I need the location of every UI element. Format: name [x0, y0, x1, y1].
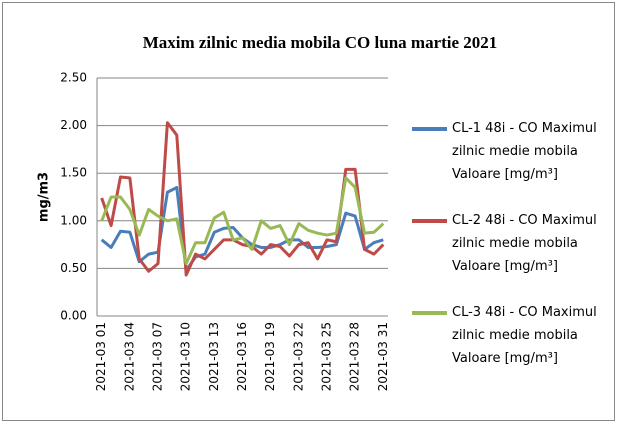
x-tick-label: 2021-03 16 [235, 322, 249, 391]
y-tick-label: 2.50 [60, 71, 87, 85]
legend-label: CL-1 48i - CO Maximul zilnic medie mobil… [452, 121, 597, 182]
y-tick-label: 1.50 [60, 166, 87, 180]
legend-label: CL-3 48i - CO Maximul zilnic medie mobil… [452, 305, 597, 366]
legend-label: CL-2 48i - CO Maximul zilnic medie mobil… [452, 213, 597, 274]
series-line [100, 121, 385, 277]
x-tick-label: 2021-03 31 [376, 322, 390, 391]
y-axis-label: mg/m3 [37, 172, 52, 222]
y-tick-label: 2.00 [60, 118, 87, 132]
x-tick-label: 2021-03 13 [207, 322, 221, 391]
x-tick-label: 2021-03 10 [179, 322, 193, 391]
x-tick-label: 2021-03 07 [151, 322, 165, 391]
y-tick-label: 1.00 [60, 213, 87, 227]
y-tick-label: 0.50 [60, 261, 87, 275]
x-tick-label: 2021-03 01 [94, 322, 108, 391]
chart-title: Maxim zilnic media mobila CO luna martie… [143, 33, 498, 52]
y-tick-label: 0.00 [60, 309, 87, 323]
x-tick-label: 2021-03 22 [291, 322, 305, 391]
x-tick-label: 2021-03 19 [263, 322, 277, 391]
x-tick-label: 2021-03 28 [348, 322, 362, 391]
series-line [100, 176, 385, 266]
x-tick-label: 2021-03 25 [319, 322, 333, 391]
x-tick-label: 2021-03 04 [122, 322, 136, 391]
